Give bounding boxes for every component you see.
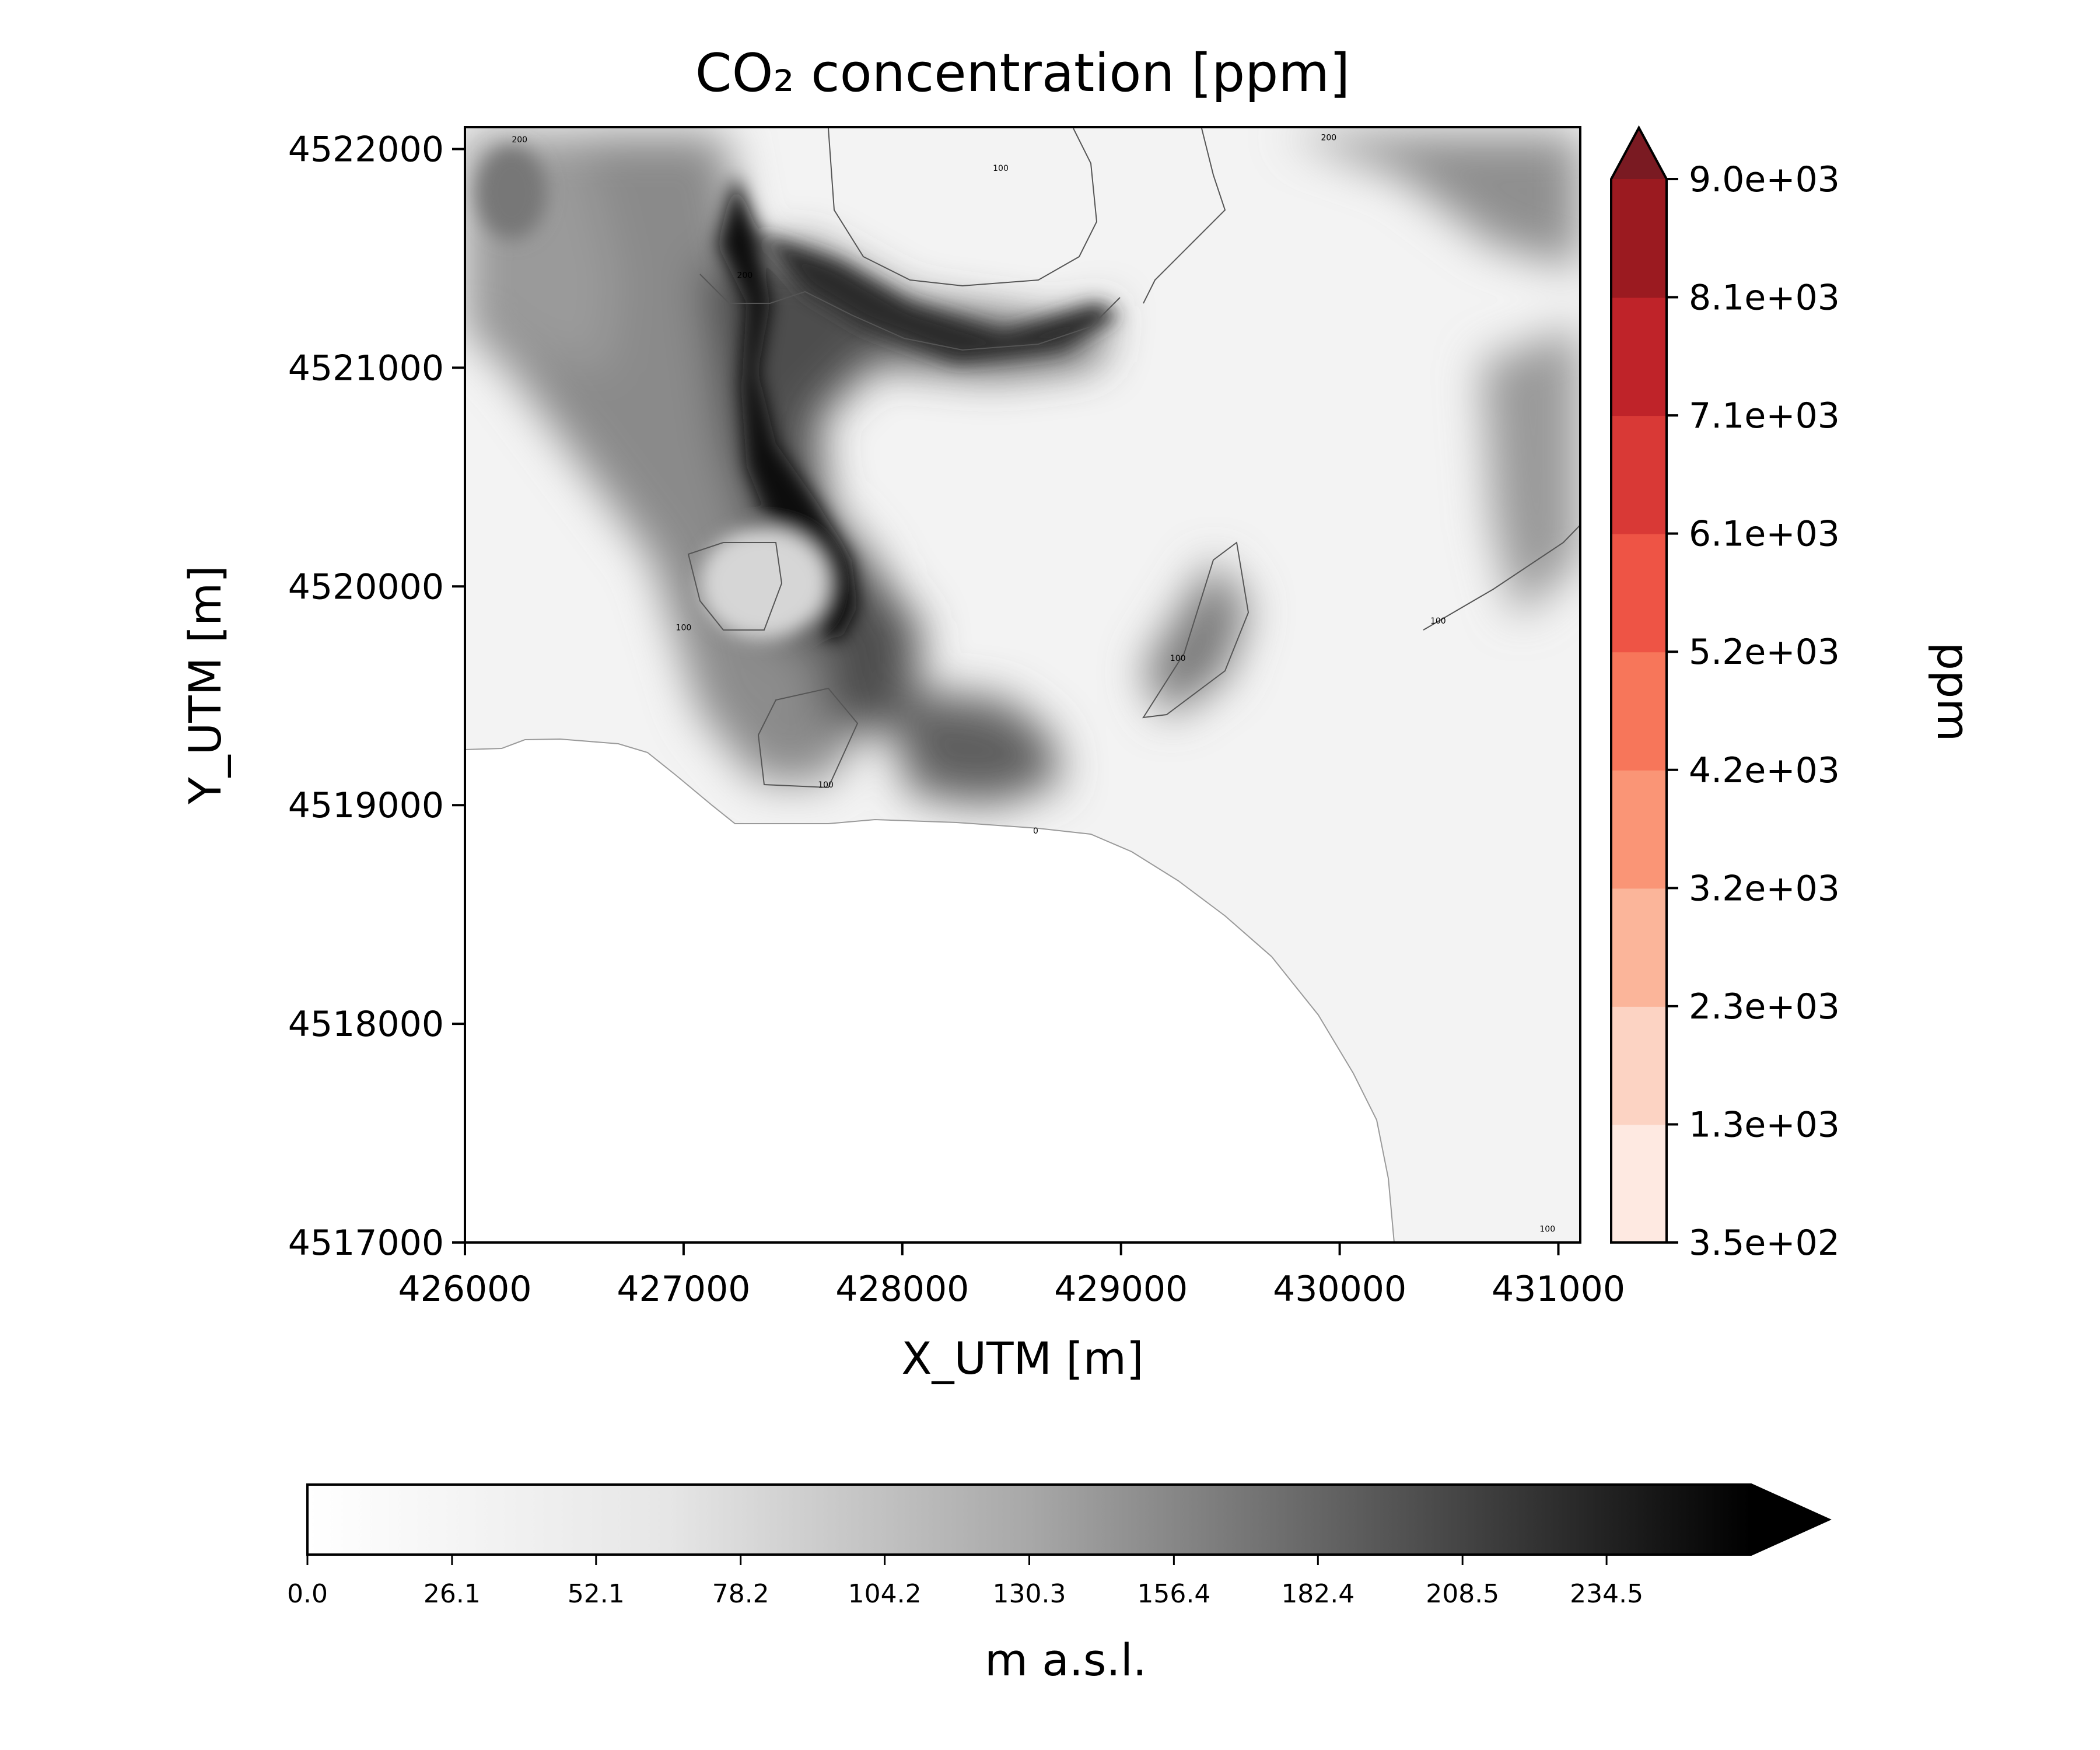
terrain-colorbar-tick-label: 26.1 xyxy=(424,1579,481,1609)
contour-label: 200 xyxy=(1321,133,1336,142)
contour-label: 0 xyxy=(1033,827,1038,836)
y-tick-label: 4522000 xyxy=(288,129,444,170)
terrain-colorbar-tick-label: 156.4 xyxy=(1137,1579,1210,1609)
ppm-colorbar-tick-label: 3.5e+02 xyxy=(1689,1223,1840,1264)
y-tick-label: 4521000 xyxy=(288,348,444,388)
contour-label: 100 xyxy=(1430,617,1446,626)
ppm-colorbar-segment xyxy=(1611,769,1667,889)
x-tick-label: 427000 xyxy=(617,1269,750,1310)
terrain-colorbar-tick-label: 78.2 xyxy=(712,1579,769,1609)
ppm-colorbar-tick-label: 6.1e+03 xyxy=(1689,514,1840,555)
terrain-colorbar-tick-label: 0.0 xyxy=(287,1579,328,1609)
y-tick-label: 4518000 xyxy=(288,1004,444,1045)
ppm-colorbar-segment xyxy=(1611,297,1667,416)
terrain-colorbar: 0.0 26.1 52.1 78.2 104.2 130.3 156.4 182.4 208.5… xyxy=(287,1483,1832,1609)
terrain-colorbar-tick-label: 52.1 xyxy=(568,1579,625,1609)
x-tick-label: 429000 xyxy=(1054,1269,1188,1310)
x-axis: 426000 427000 428000 429000 430000 431000 xyxy=(398,1242,1625,1310)
contour-label: 100 xyxy=(1539,1224,1555,1234)
ppm-colorbar-tick-label: 8.1e+03 xyxy=(1689,278,1840,318)
x-tick-label: 426000 xyxy=(398,1269,531,1310)
ppm-colorbar-tick-label: 3.2e+03 xyxy=(1689,868,1840,909)
x-tick-label: 428000 xyxy=(835,1269,969,1310)
ppm-colorbar-segment xyxy=(1611,533,1667,653)
y-axis: 4517000 4518000 4519000 4520000 4521000 45220… xyxy=(288,129,465,1264)
ppm-colorbar-segment xyxy=(1611,1124,1667,1243)
coastline xyxy=(465,738,1395,1242)
y-axis-label: Y_UTM [m] xyxy=(179,565,231,805)
contour-label: 200 xyxy=(512,135,527,145)
terrain-colorbar-tick-label: 182.4 xyxy=(1281,1579,1354,1609)
ppm-colorbar-tick-label: 7.1e+03 xyxy=(1689,396,1840,436)
terrain-colorbar-extend-arrow xyxy=(1751,1485,1829,1555)
contour-label: 100 xyxy=(993,164,1009,173)
ppm-colorbar-segment xyxy=(1611,1006,1667,1125)
y-tick-label: 4519000 xyxy=(288,785,444,826)
y-tick-label: 4517000 xyxy=(288,1223,444,1264)
x-tick-label: 430000 xyxy=(1273,1269,1406,1310)
x-axis-label: X_UTM [m] xyxy=(901,1332,1143,1384)
x-tick-label: 431000 xyxy=(1492,1269,1625,1310)
terrain-colorbar-ticks: 0.0 26.1 52.1 78.2 104.2 130.3 156.4 182.4 208.5… xyxy=(287,1555,1643,1609)
ppm-colorbar-segment xyxy=(1611,179,1667,298)
ppm-colorbar-segment xyxy=(1611,415,1667,534)
terrain-colorbar-tick-label: 208.5 xyxy=(1426,1579,1499,1609)
ppm-colorbar-segment xyxy=(1611,652,1667,771)
contour-label: 100 xyxy=(1170,654,1186,663)
ppm-colorbar-segment xyxy=(1611,888,1667,1007)
contour-label: 200 xyxy=(737,271,753,281)
terrain-colorbar-tick-label: 104.2 xyxy=(848,1579,922,1609)
terrain-colorbar-tick-label: 234.5 xyxy=(1570,1579,1643,1609)
terrain-colorbar-gradient xyxy=(307,1485,1751,1555)
y-tick-label: 4520000 xyxy=(288,566,444,607)
ppm-colorbar-tick-label: 9.0e+03 xyxy=(1689,159,1840,200)
chart-title: CO₂ concentration [ppm] xyxy=(695,43,1350,104)
ppm-colorbar-tick-label: 4.2e+03 xyxy=(1689,750,1840,791)
ppm-colorbar-extend-arrow xyxy=(1611,128,1667,179)
ppm-colorbar-tick-label: 1.3e+03 xyxy=(1689,1104,1840,1145)
contour-labels: 200 200 100 200 100 100 100 100 0 100 xyxy=(512,133,1555,1234)
ppm-colorbar: 3.5e+02 1.3e+03 2.3e+03 3.2e+03 4.2e+03 5.2e+… xyxy=(1610,125,1840,1264)
ppm-colorbar-tick-label: 2.3e+03 xyxy=(1689,986,1840,1027)
terrain-heatmap: 200 200 100 200 100 100 100 100 0 100 xyxy=(465,127,1580,1242)
contour-label: 100 xyxy=(676,623,692,632)
terrain-colorbar-label: m a.s.l. xyxy=(985,1634,1147,1686)
terrain-colorbar-tick-label: 130.3 xyxy=(993,1579,1066,1609)
contour-label: 100 xyxy=(818,780,834,790)
plot-frame xyxy=(464,126,1581,1244)
ppm-colorbar-label: ppm xyxy=(1927,642,1979,742)
ppm-colorbar-tick-label: 5.2e+03 xyxy=(1689,632,1840,673)
